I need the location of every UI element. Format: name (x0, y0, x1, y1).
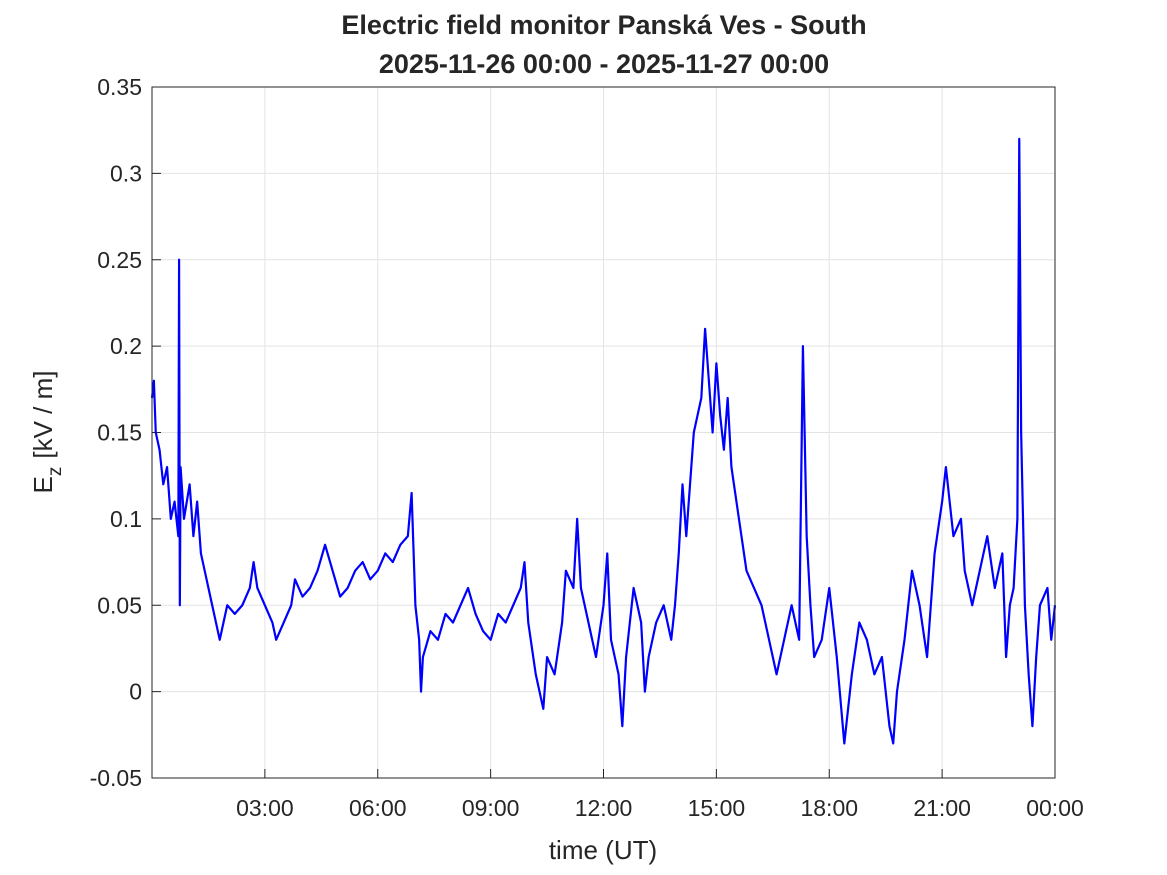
y-tick-label: 0.3 (110, 160, 142, 186)
y-label-subscript: z (45, 467, 66, 477)
chart-subtitle: 2025-11-26 00:00 - 2025-11-27 00:00 (379, 49, 829, 79)
chart-title: Electric field monitor Panská Ves - Sout… (341, 10, 866, 40)
data-line (150, 137, 1057, 745)
y-axis-label: Ez [kV / m] (28, 371, 66, 494)
plot-area: -0.05 0 0.05 0.1 0.15 0.2 0.25 0.3 0.35 03:00 06:0… (90, 74, 1084, 821)
x-tick-label: 09:00 (462, 795, 520, 821)
x-tick-label: 18:00 (800, 795, 858, 821)
y-tick-label: 0 (129, 679, 142, 705)
y-tick-label: 0.1 (110, 506, 142, 532)
axes-box (151, 86, 1056, 779)
y-tick-label: 0.35 (97, 74, 142, 100)
y-tick-label: 0.2 (110, 333, 142, 359)
x-tick-label: 00:00 (1026, 795, 1084, 821)
y-tick-label: 0.25 (97, 247, 142, 273)
x-tick-label: 15:00 (688, 795, 746, 821)
y-label-symbol: E (28, 476, 58, 493)
x-tick-label: 21:00 (913, 795, 971, 821)
y-tick-label: 0.15 (97, 420, 142, 446)
x-tick-label: 12:00 (575, 795, 633, 821)
y-label-unit: [kV / m] (28, 371, 58, 459)
x-tick-label: 06:00 (349, 795, 407, 821)
y-tick-label: 0.05 (97, 592, 142, 618)
x-axis-label: time (UT) (549, 835, 657, 865)
y-tick-label: -0.05 (90, 765, 142, 791)
x-tick-label: 03:00 (236, 795, 294, 821)
